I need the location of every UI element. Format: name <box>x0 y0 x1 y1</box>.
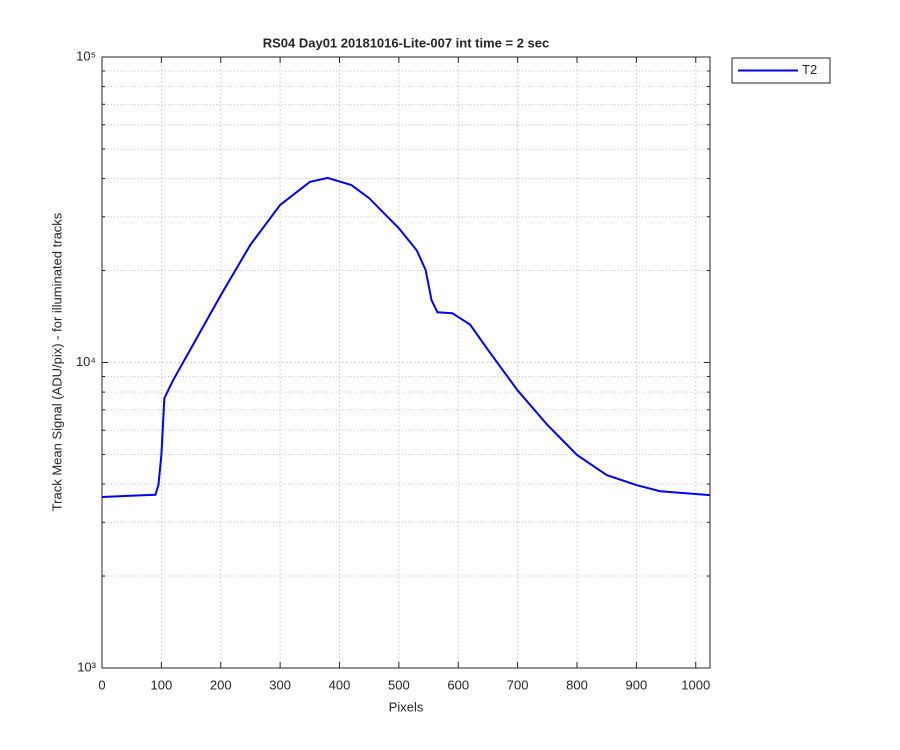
y-tick-label: 10³ <box>77 659 96 674</box>
x-tick-label: 0 <box>98 677 105 692</box>
series-line <box>101 176 711 498</box>
chart-title: RS04 Day01 20181016-Lite-007 int time = … <box>263 35 550 50</box>
x-tick-label: 200 <box>210 677 232 692</box>
y-axis-label: Track Mean Signal (ADU/pix) - for illumi… <box>49 212 64 511</box>
x-tick-label: 800 <box>566 677 588 692</box>
x-tick-label: 400 <box>329 677 351 692</box>
axes-box <box>101 56 711 669</box>
y-tick-label: 10⁵ <box>76 48 96 63</box>
legend-label: T2 <box>802 62 817 77</box>
x-tick-label: 600 <box>447 677 469 692</box>
x-tick-label: 100 <box>151 677 173 692</box>
x-tick-label: 900 <box>626 677 648 692</box>
x-tick-label: 300 <box>269 677 291 692</box>
x-tick-label: 1000 <box>681 677 710 692</box>
x-tick-label: 700 <box>507 677 529 692</box>
y-tick-label: 10⁴ <box>76 354 96 369</box>
x-axis-label: Pixels <box>389 699 424 714</box>
x-tick-label: 500 <box>388 677 410 692</box>
